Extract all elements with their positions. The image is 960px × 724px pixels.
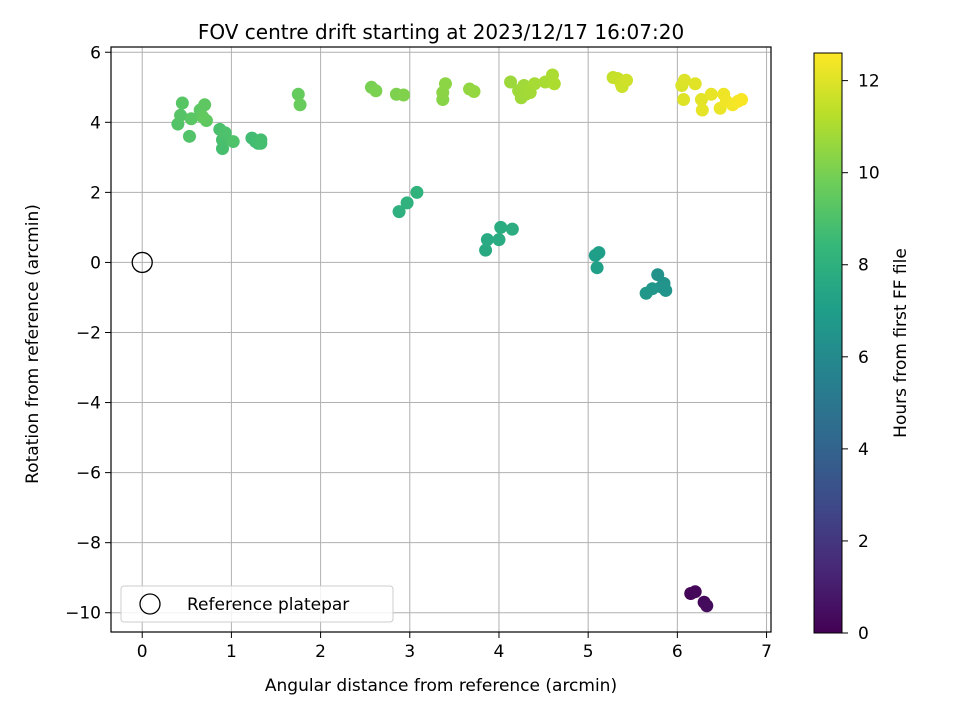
x-tick-label: 0 <box>137 642 148 662</box>
colorbar: 0 2 4 6 8 10 12 Hours from first FF file <box>813 52 911 644</box>
data-point <box>438 77 452 91</box>
data-point <box>410 185 424 199</box>
plot-frame <box>110 46 772 633</box>
data-point <box>592 246 606 260</box>
data-point <box>226 135 240 149</box>
y-tick-label: −8 <box>76 534 101 554</box>
data-point <box>293 98 307 112</box>
data-point <box>688 585 702 599</box>
x-tick-label: 1 <box>226 642 237 662</box>
colorbar-tick-label: 10 <box>858 164 880 184</box>
x-tick-label: 5 <box>583 642 594 662</box>
data-point <box>659 283 673 297</box>
colorbar-tick-label: 0 <box>858 624 869 644</box>
y-tick-label: −10 <box>65 604 101 624</box>
data-point <box>218 126 232 140</box>
y-tick-label: 4 <box>90 113 101 133</box>
data-point <box>392 205 406 219</box>
data-points <box>171 68 749 613</box>
colorbar-label: Hours from first FF file <box>891 248 911 438</box>
data-point <box>467 84 481 98</box>
data-point <box>620 73 634 87</box>
x-tick-label: 4 <box>494 642 505 662</box>
x-tick-label: 6 <box>672 642 683 662</box>
data-point <box>677 93 691 107</box>
data-point <box>694 93 708 107</box>
data-point <box>704 87 718 101</box>
data-point <box>479 243 493 257</box>
colorbar-tick-label: 6 <box>858 348 869 368</box>
y-tick-label: −2 <box>76 323 101 343</box>
data-point <box>695 103 709 117</box>
colorbar-fill <box>813 52 843 634</box>
data-point <box>494 220 508 234</box>
data-point <box>677 73 691 87</box>
data-point <box>492 233 506 247</box>
y-tick-label: 2 <box>90 183 101 203</box>
data-point <box>400 196 414 210</box>
x-tick-label: 7 <box>761 642 772 662</box>
colorbar-tick-label: 4 <box>858 440 869 460</box>
data-point <box>198 98 212 112</box>
chart-title: FOV centre drift starting at 2023/12/17 … <box>198 20 684 44</box>
data-point <box>184 112 198 126</box>
y-axis-label: Rotation from reference (arcmin) <box>23 204 43 484</box>
y-tick-label: −4 <box>76 394 101 414</box>
data-point <box>505 222 519 236</box>
y-tick-label: 0 <box>90 253 101 273</box>
data-point <box>175 96 189 110</box>
data-point <box>291 87 305 101</box>
data-point <box>547 77 561 91</box>
y-tick-label: −6 <box>76 464 101 484</box>
data-point <box>182 129 196 143</box>
reference-layer <box>131 251 153 274</box>
data-point <box>688 77 702 91</box>
data-point <box>196 110 210 124</box>
legend-box <box>120 585 394 623</box>
data-point <box>639 286 653 300</box>
data-point <box>369 84 383 98</box>
y-axis: −10 −8 −6 −4 −2 0 2 4 6 <box>65 43 111 624</box>
data-point <box>397 88 411 102</box>
data-point <box>480 233 494 247</box>
y-tick-label: 6 <box>90 43 101 63</box>
reference-point-marker <box>131 251 153 274</box>
data-point <box>254 136 268 150</box>
data-point <box>528 77 542 91</box>
legend-marker-icon <box>139 593 161 615</box>
grid-lines <box>111 47 771 632</box>
data-point <box>735 93 749 107</box>
data-point <box>504 75 518 89</box>
x-axis: 0 1 2 3 4 5 6 7 <box>137 632 772 662</box>
data-point <box>590 261 604 275</box>
data-point <box>700 599 714 613</box>
x-tick-label: 3 <box>404 642 415 662</box>
legend: Reference platepar <box>120 585 394 623</box>
colorbar-tick-label: 12 <box>858 72 880 92</box>
x-tick-label: 2 <box>315 642 326 662</box>
colorbar-tick-label: 2 <box>858 532 869 552</box>
x-axis-label: Angular distance from reference (arcmin) <box>265 676 617 696</box>
colorbar-tick-label: 8 <box>858 256 869 276</box>
legend-label: Reference platepar <box>187 595 349 615</box>
data-point <box>174 108 188 122</box>
colorbar-ticks: 0 2 4 6 8 10 12 <box>842 72 880 644</box>
